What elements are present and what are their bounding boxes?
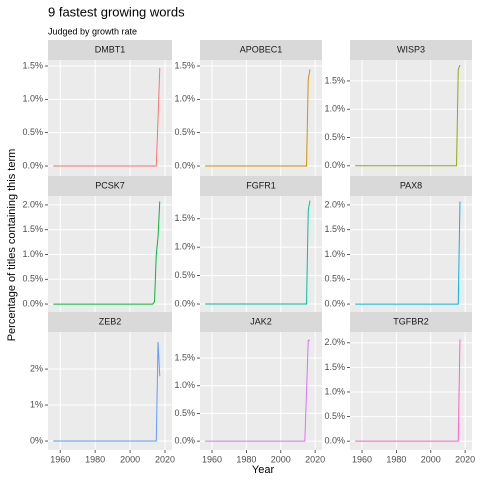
y-tick-label: 1.5% bbox=[22, 224, 43, 234]
y-tick-label: 1.0% bbox=[324, 104, 345, 114]
y-tick-label: 1.0% bbox=[174, 94, 195, 104]
strip-label: PCSK7 bbox=[95, 180, 125, 190]
y-tick-label: 1.0% bbox=[174, 380, 195, 390]
y-tick-label: 1.5% bbox=[324, 362, 345, 372]
strip-background bbox=[48, 312, 172, 332]
y-tick-label: 0.5% bbox=[174, 408, 195, 418]
y-tick-label: 2% bbox=[30, 363, 43, 373]
data-line bbox=[355, 339, 461, 442]
x-tick-label: 1960 bbox=[202, 454, 222, 464]
data-line bbox=[53, 342, 161, 442]
strip-label: ZEB2 bbox=[99, 316, 122, 326]
strip-label: APOBEC1 bbox=[240, 44, 283, 54]
strip-label: DMBT1 bbox=[95, 44, 126, 54]
x-tick-label: 1980 bbox=[236, 454, 256, 464]
chart-subtitle: Judged by growth rate bbox=[48, 26, 137, 36]
x-tick-label: 2000 bbox=[120, 454, 140, 464]
strip-label: PAX8 bbox=[400, 180, 422, 190]
x-tick-label: 2000 bbox=[421, 454, 441, 464]
y-tick-label: 0.5% bbox=[22, 274, 43, 284]
panel-background bbox=[48, 60, 172, 176]
data-line bbox=[205, 69, 311, 167]
panel-background bbox=[350, 60, 472, 176]
y-tick-label: 1.5% bbox=[324, 224, 345, 234]
panel-background bbox=[48, 332, 172, 450]
strip-label: WISP3 bbox=[397, 44, 425, 54]
y-tick-label: 0.5% bbox=[324, 274, 345, 284]
y-tick-label: 1.5% bbox=[174, 60, 195, 70]
y-tick-label: 1.0% bbox=[22, 94, 43, 104]
y-axis-label: Percentage of titles containing this ter… bbox=[6, 149, 18, 342]
strip-background bbox=[350, 40, 472, 60]
y-tick-label: 1.5% bbox=[324, 75, 345, 85]
y-tick-label: 2.0% bbox=[22, 199, 43, 209]
x-tick-label: 2020 bbox=[455, 454, 475, 464]
strip-background bbox=[48, 40, 172, 60]
y-tick-label: 1.5% bbox=[22, 60, 43, 70]
x-tick-label: 2020 bbox=[305, 454, 325, 464]
strip-background bbox=[48, 176, 172, 196]
panel-background bbox=[200, 332, 322, 450]
x-tick-label: 1980 bbox=[386, 454, 406, 464]
data-line bbox=[355, 201, 461, 305]
strip-background bbox=[200, 312, 322, 332]
panel-background bbox=[200, 60, 322, 176]
data-line bbox=[205, 339, 310, 442]
y-tick-label: 2.0% bbox=[324, 337, 345, 347]
data-line bbox=[53, 67, 161, 167]
x-axis-label: Year bbox=[252, 464, 275, 476]
y-tick-label: 0.0% bbox=[174, 160, 195, 170]
y-tick-label: 1.5% bbox=[174, 213, 195, 223]
strip-background bbox=[350, 312, 472, 332]
y-tick-label: 0.0% bbox=[22, 298, 43, 308]
y-tick-label: 1.0% bbox=[324, 386, 345, 396]
y-tick-label: 0.5% bbox=[324, 132, 345, 142]
panel-background bbox=[350, 332, 472, 450]
data-line bbox=[355, 64, 461, 167]
x-tick-label: 1960 bbox=[50, 454, 70, 464]
data-line bbox=[205, 200, 311, 305]
strip-background bbox=[200, 176, 322, 196]
y-tick-label: 0.5% bbox=[174, 270, 195, 280]
y-tick-label: 0.0% bbox=[174, 298, 195, 308]
y-tick-label: 0.0% bbox=[324, 298, 345, 308]
strip-background bbox=[350, 176, 472, 196]
y-tick-label: 2.0% bbox=[324, 199, 345, 209]
strip-label: TGFBR2 bbox=[393, 316, 429, 326]
x-tick-label: 2000 bbox=[271, 454, 291, 464]
panel-background bbox=[200, 196, 322, 312]
y-tick-label: 1.0% bbox=[174, 242, 195, 252]
strip-label: FGFR1 bbox=[246, 180, 276, 190]
y-tick-label: 1.5% bbox=[174, 352, 195, 362]
strip-background bbox=[200, 40, 322, 60]
y-tick-label: 0.0% bbox=[174, 436, 195, 446]
y-tick-label: 0.5% bbox=[324, 411, 345, 421]
y-tick-label: 0.0% bbox=[324, 160, 345, 170]
y-tick-label: 0% bbox=[30, 435, 43, 445]
y-tick-label: 1.0% bbox=[324, 249, 345, 259]
x-tick-label: 1980 bbox=[85, 454, 105, 464]
y-tick-label: 0.0% bbox=[324, 436, 345, 446]
y-tick-label: 1% bbox=[30, 399, 43, 409]
x-tick-label: 1960 bbox=[352, 454, 372, 464]
y-tick-label: 1.0% bbox=[22, 249, 43, 259]
chart-title: 9 fastest growing words bbox=[48, 4, 185, 19]
data-line bbox=[53, 201, 161, 305]
y-tick-label: 0.5% bbox=[22, 127, 43, 137]
y-tick-label: 0.0% bbox=[22, 160, 43, 170]
y-tick-label: 0.5% bbox=[174, 127, 195, 137]
strip-label: JAK2 bbox=[250, 316, 272, 326]
x-tick-label: 2020 bbox=[155, 454, 175, 464]
